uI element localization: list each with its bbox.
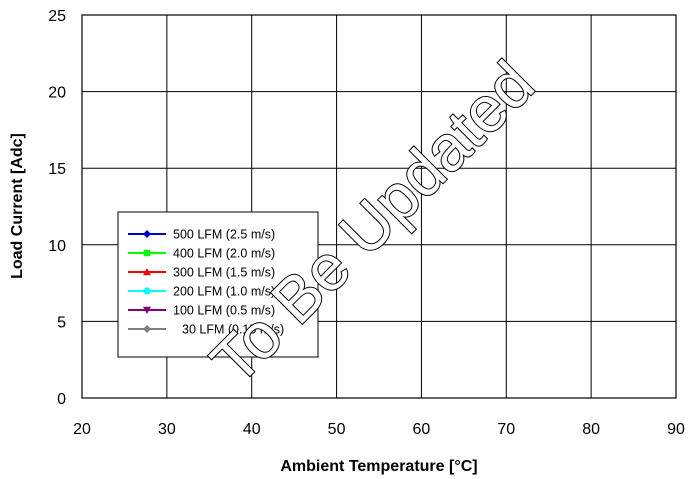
y-tick-label: 5 [57, 314, 66, 331]
legend-marker [143, 230, 151, 238]
legend-marker [143, 287, 151, 295]
legend-label: 400 LFM (2.0 m/s) [173, 247, 275, 261]
legend-item: 30 LFM (0.15 m/s) [128, 323, 284, 337]
x-tick-labels: 20 30 40 50 60 70 80 90 [73, 421, 685, 438]
legend-label: 100 LFM (0.5 m/s) [173, 304, 275, 318]
y-tick-label: 15 [48, 161, 66, 178]
legend-marker [143, 306, 151, 314]
y-tick-label: 20 [48, 85, 66, 102]
legend-item: 500 LFM (2.5 m/s) [128, 228, 275, 242]
x-tick-label: 80 [582, 421, 600, 438]
x-tick-label: 40 [243, 421, 261, 438]
legend-item: 300 LFM (1.5 m/s) [128, 266, 275, 280]
y-axis-title: Load Current [Adc] [9, 133, 26, 279]
legend-marker [143, 249, 151, 257]
y-tick-label: 10 [48, 238, 66, 255]
legend-label: 30 LFM (0.15 m/s) [182, 323, 284, 337]
legend-label: 300 LFM (1.5 m/s) [173, 266, 275, 280]
y-tick-labels: 0 5 10 15 20 25 [48, 8, 66, 408]
legend-marker [143, 325, 151, 333]
legend: 500 LFM (2.5 m/s) 400 LFM (2.0 m/s) 300 LF… [117, 211, 319, 358]
x-tick-label: 70 [497, 421, 515, 438]
x-tick-label: 90 [667, 421, 685, 438]
x-tick-label: 60 [413, 421, 431, 438]
plot-border [81, 14, 677, 399]
legend-marker [143, 268, 151, 276]
legend-label: 200 LFM (1.0 m/s) [173, 285, 275, 299]
y-tick-label: 0 [57, 391, 66, 408]
x-tick-label: 30 [158, 421, 176, 438]
y-tick-label: 25 [48, 8, 66, 25]
legend-label: 500 LFM (2.5 m/s) [173, 228, 275, 242]
x-tick-label: 20 [73, 421, 91, 438]
legend-item: 200 LFM (1.0 m/s) [128, 285, 275, 299]
x-tick-label: 50 [328, 421, 346, 438]
x-axis-title: Ambient Temperature [°C] [280, 458, 477, 475]
legend-item: 400 LFM (2.0 m/s) [128, 247, 275, 261]
legend-item: 100 LFM (0.5 m/s) [128, 304, 275, 318]
legend-box [117, 211, 319, 358]
